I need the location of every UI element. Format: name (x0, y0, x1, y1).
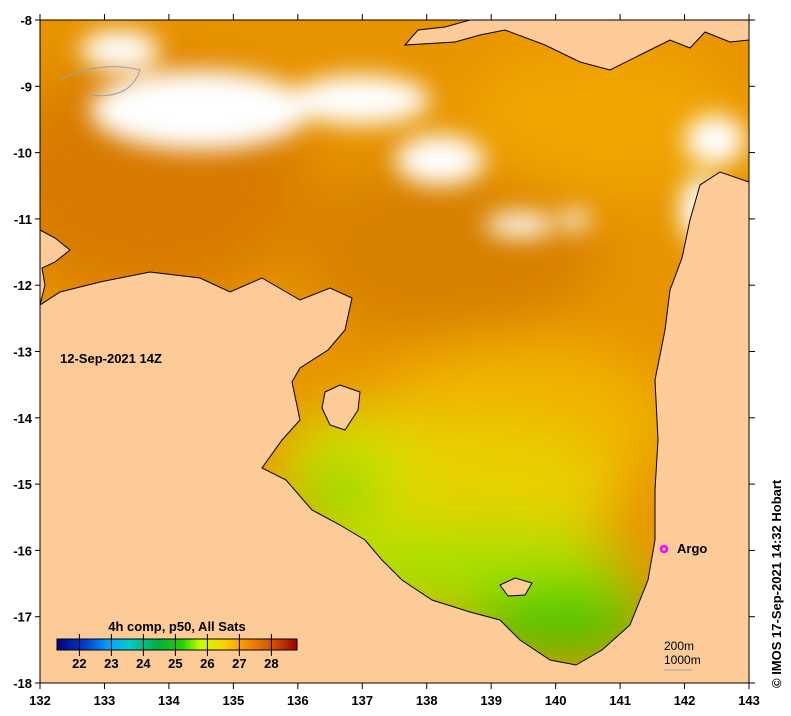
lat-tick-label: -8 (20, 13, 32, 28)
colorbar-tick-label: 28 (264, 656, 278, 671)
timestamp-label: 12-Sep-2021 14Z (60, 351, 162, 366)
lon-tick-label: 143 (738, 693, 760, 708)
latitude-axis: -8 -9 -10 -11 -12 -13 -14 -15 -16 -17 -18 (13, 13, 755, 691)
colorbar-tick-label: 27 (232, 656, 246, 671)
lat-tick-label: -11 (14, 212, 32, 227)
land-australia (40, 171, 749, 683)
lon-tick-label: 142 (674, 693, 696, 708)
lat-tick-label: -9 (20, 79, 32, 94)
land (40, 20, 749, 683)
lat-tick-label: -16 (13, 543, 32, 558)
lat-tick-label: -18 (13, 676, 32, 691)
lon-tick-label: 132 (29, 693, 51, 708)
lon-tick-label: 140 (545, 693, 567, 708)
depth-legend-1000m: 1000m (664, 653, 701, 667)
argo-marker-icon[interactable] (659, 544, 669, 554)
longitude-axis: 132 133 134 135 136 137 138 139 140 141 142 143 (29, 14, 760, 708)
colorbar-scale (56, 638, 298, 651)
lon-tick-label: 134 (158, 693, 180, 708)
lon-tick-label: 138 (416, 693, 438, 708)
lat-tick-label: -14 (13, 411, 33, 426)
lat-tick-label: -12 (13, 278, 32, 293)
lon-tick-label: 137 (351, 693, 373, 708)
colorbar-tick-label: 22 (72, 656, 86, 671)
depth-legend: 200m 1000m (664, 639, 701, 671)
lon-tick-label: 136 (287, 693, 309, 708)
colorbar-tick-label: 26 (200, 656, 214, 671)
lon-tick-label: 141 (609, 693, 631, 708)
depth-contour (59, 66, 141, 97)
lat-tick-label: -10 (13, 146, 32, 161)
land-mornington-island (499, 577, 533, 597)
credit-text: © IMOS 17-Sep-2021 14:32 Hobart (769, 479, 784, 688)
lon-tick-label: 133 (94, 693, 116, 708)
lon-tick-label: 139 (480, 693, 502, 708)
colorbar-tick-label: 24 (136, 656, 151, 671)
argo-label: Argo (677, 541, 707, 556)
colorbar: 4h comp, p50, All Sats 22 23 24 25 26 27 28 (56, 619, 298, 671)
depth-legend-200m: 200m (664, 639, 694, 653)
argo-float[interactable]: Argo (659, 541, 707, 556)
colorbar-tick-label: 23 (104, 656, 118, 671)
lon-tick-label: 135 (223, 693, 245, 708)
land-papua (403, 20, 749, 71)
lat-tick-label: -13 (13, 345, 32, 360)
map-plot-area (40, 20, 749, 683)
lat-tick-label: -17 (13, 610, 32, 625)
colorbar-tick-label: 25 (168, 656, 182, 671)
lat-tick-label: -15 (13, 477, 32, 492)
sst-field (40, 40, 740, 655)
land-groote-eylandt (321, 384, 361, 431)
colorbar-title: 4h comp, p50, All Sats (108, 619, 246, 634)
